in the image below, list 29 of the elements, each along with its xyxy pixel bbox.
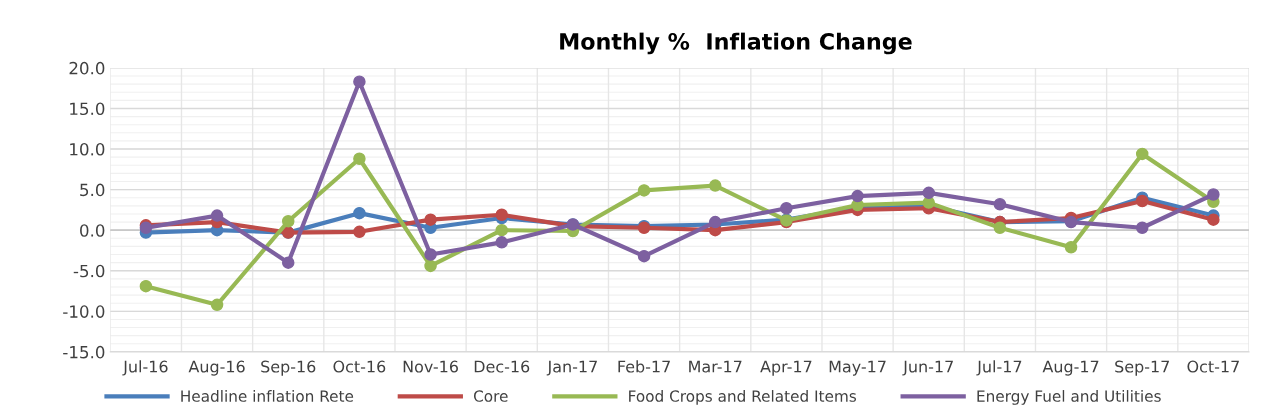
legend-label: Food Crops and Related Items xyxy=(629,390,857,405)
x-tick-label: Jul-16 xyxy=(122,360,168,376)
y-tick-label: 20.0 xyxy=(69,61,105,75)
x-tick-label: Jul-17 xyxy=(976,360,1022,376)
y-tick-label: 10.0 xyxy=(70,143,105,156)
x-tick-label: Oct-16 xyxy=(333,360,386,373)
x-tick-label: Jun-17 xyxy=(902,360,953,376)
x-tick-label: Aug-17 xyxy=(1042,360,1099,376)
y-tick-label: 0.0 xyxy=(80,224,105,237)
y-tick-label: -15.0 xyxy=(63,345,105,359)
x-tick-label: May-17 xyxy=(829,360,886,376)
chart-title: Monthly % Inflation Change xyxy=(560,32,912,55)
x-tick-label: Sep-17 xyxy=(1115,360,1169,376)
y-tick-label: 5.0 xyxy=(80,183,105,197)
x-tick-label: Mar-17 xyxy=(689,360,742,373)
x-tick-label: Nov-16 xyxy=(403,360,458,373)
y-tick-label: 15.0 xyxy=(70,102,105,116)
x-tick-label: Feb-17 xyxy=(618,360,670,373)
x-tick-label: Oct-17 xyxy=(1187,360,1239,373)
x-tick-label: Dec-16 xyxy=(474,360,530,373)
legend-label: Core xyxy=(473,390,508,402)
x-tick-label: Aug-16 xyxy=(188,360,245,376)
x-tick-label: Apr-17 xyxy=(760,360,812,376)
legend-label: Energy Fuel and Utilities xyxy=(977,390,1161,405)
x-tick-label: Jan-17 xyxy=(546,360,597,376)
x-tick-label: Sep-16 xyxy=(261,360,316,376)
y-tick-label: -5.0 xyxy=(73,264,105,278)
y-tick-label: -10.0 xyxy=(63,305,105,318)
legend-label: Headline inflation Rete xyxy=(181,390,354,402)
